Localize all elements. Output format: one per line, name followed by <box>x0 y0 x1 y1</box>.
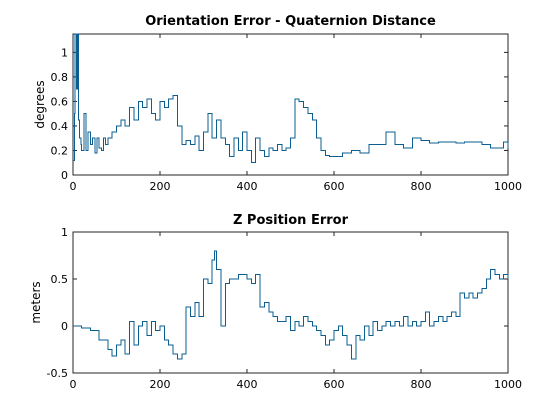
z-position-error-ytick-label: 0.5 <box>51 273 69 286</box>
z-position-error-xtick-label: 800 <box>411 378 432 391</box>
z-position-error-title: Z Position Error <box>233 213 349 228</box>
z-position-error-ytick-label: -0.5 <box>47 367 68 380</box>
z-position-error-xtick-label: 1000 <box>494 378 522 391</box>
z-position-error-series-line <box>73 250 509 360</box>
z-position-error-xtick-label: 400 <box>237 378 258 391</box>
orientation-error-ytick-label: 0.4 <box>51 120 69 133</box>
orientation-error-xticks: 0 200 400 600 800 1000 <box>70 34 522 193</box>
orientation-error-ytick-label: 1 <box>61 46 68 59</box>
z-position-error-ylabel: meters <box>29 281 43 323</box>
z-position-error-ytick-label: 1 <box>61 226 68 239</box>
orientation-error-axes: Orientation Error - Quaternion Distance … <box>33 14 522 193</box>
orientation-error-ytick-label: 0 <box>61 169 68 182</box>
z-position-error-xtick-label: 0 <box>70 378 77 391</box>
z-position-error-plot-area <box>72 231 509 374</box>
z-position-error-axes: Z Position Error meters 0 200 400 600 800 100… <box>29 213 522 391</box>
orientation-error-plot-area <box>72 33 509 176</box>
orientation-error-ylabel: degrees <box>33 80 47 128</box>
orientation-error-xtick-label: 0 <box>70 180 77 193</box>
z-position-error-ytick-label: 0 <box>61 320 68 333</box>
orientation-error-series-line <box>73 33 509 164</box>
orientation-error-ytick-label: 0.6 <box>51 95 69 108</box>
orientation-error-xtick-label: 200 <box>150 180 171 193</box>
z-position-error-xtick-label: 200 <box>150 378 171 391</box>
orientation-error-ytick-label: 0.8 <box>51 71 69 84</box>
z-position-error-xtick-label: 600 <box>324 378 345 391</box>
orientation-error-xtick-label: 800 <box>411 180 432 193</box>
z-position-error-yticks: -0.5 0 0.5 1 <box>47 226 508 380</box>
orientation-error-ytick-label: 0.2 <box>51 144 69 157</box>
orientation-error-xtick-label: 400 <box>237 180 258 193</box>
orientation-error-title: Orientation Error - Quaternion Distance <box>145 14 436 29</box>
orientation-error-xtick-label: 1000 <box>494 180 522 193</box>
z-position-error-xticks: 0 200 400 600 800 1000 <box>70 232 522 391</box>
orientation-error-xtick-label: 600 <box>324 180 345 193</box>
